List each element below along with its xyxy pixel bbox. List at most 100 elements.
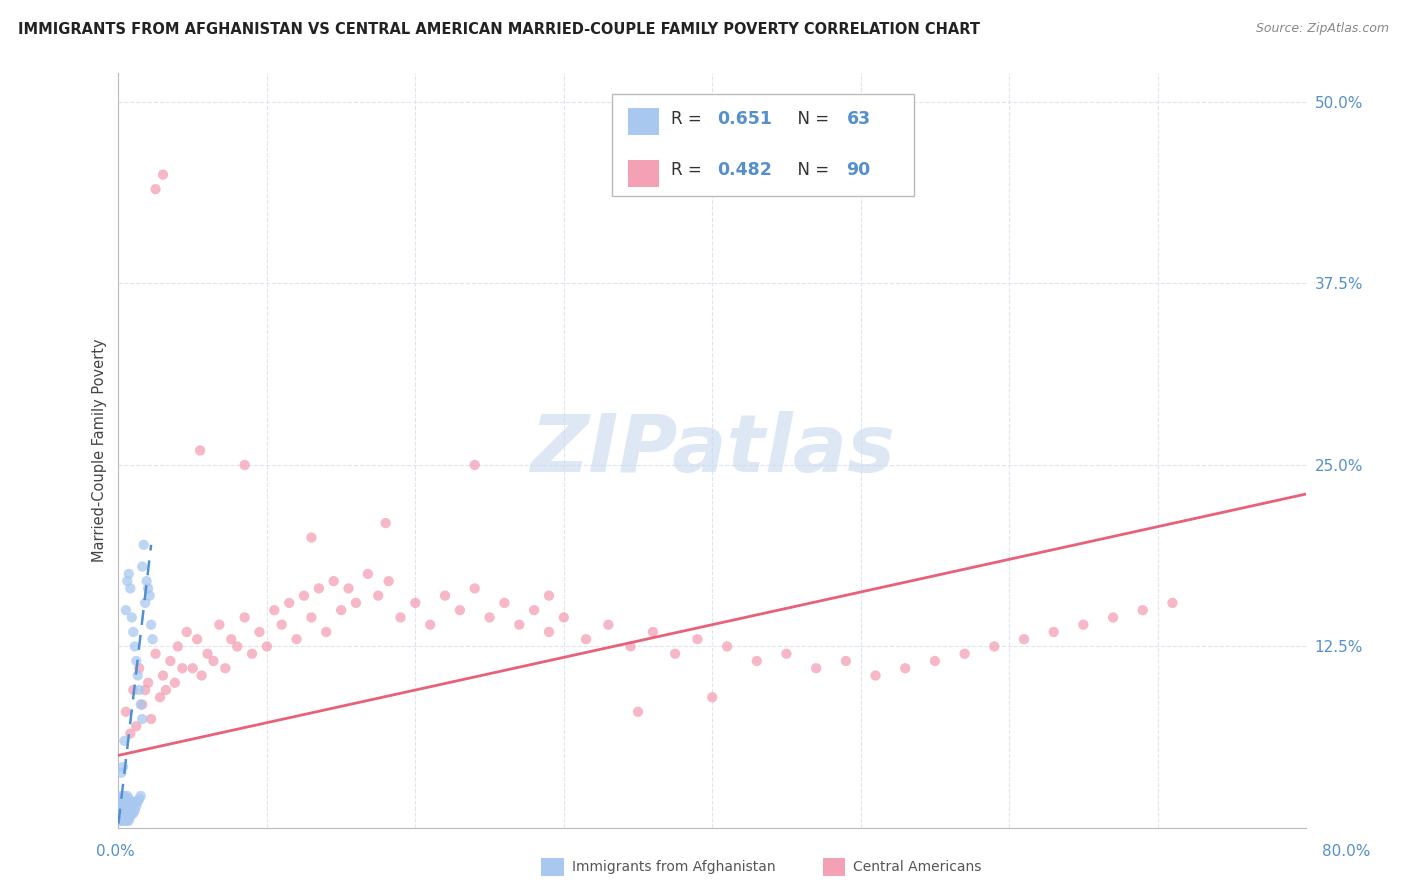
Point xyxy=(163,675,186,690)
Point xyxy=(128,661,150,675)
Point xyxy=(118,566,141,581)
Point xyxy=(131,712,153,726)
Point xyxy=(117,574,139,588)
Point xyxy=(108,806,131,821)
Point xyxy=(121,806,143,821)
Text: 0.651: 0.651 xyxy=(717,111,772,128)
Point xyxy=(139,617,162,632)
Point xyxy=(134,683,156,698)
Point xyxy=(108,792,131,806)
Point xyxy=(1102,610,1125,624)
Point xyxy=(775,647,797,661)
Point xyxy=(108,814,131,828)
Point xyxy=(125,654,148,668)
Text: Immigrants from Afghanistan: Immigrants from Afghanistan xyxy=(572,860,776,874)
Point xyxy=(523,603,546,617)
Point xyxy=(374,516,396,530)
Point xyxy=(149,690,172,705)
Point xyxy=(152,168,174,182)
Point xyxy=(115,814,138,828)
Point xyxy=(322,574,344,588)
Text: 0.0%: 0.0% xyxy=(96,845,135,859)
Point xyxy=(115,802,138,816)
Text: R =: R = xyxy=(671,111,707,128)
Point xyxy=(208,617,231,632)
Point xyxy=(136,582,159,596)
Point xyxy=(983,640,1005,654)
Point xyxy=(367,589,389,603)
Point xyxy=(804,661,827,675)
Point xyxy=(117,789,139,803)
Point xyxy=(120,809,142,823)
Text: 80.0%: 80.0% xyxy=(1323,845,1371,859)
Point xyxy=(131,698,153,712)
Point xyxy=(702,690,724,705)
Point xyxy=(136,675,159,690)
Point xyxy=(129,698,152,712)
Point xyxy=(214,661,236,675)
Point xyxy=(1012,632,1035,647)
Point xyxy=(464,458,486,472)
Text: N =: N = xyxy=(787,161,835,179)
Point xyxy=(464,582,486,596)
Point xyxy=(155,683,177,698)
Point xyxy=(111,814,134,828)
Point xyxy=(121,610,143,624)
Point xyxy=(166,640,188,654)
Point xyxy=(120,726,142,740)
Point xyxy=(111,760,134,774)
Point xyxy=(299,531,322,545)
Point xyxy=(127,795,149,809)
Point xyxy=(508,617,530,632)
Point xyxy=(308,582,330,596)
Point xyxy=(135,574,157,588)
Point xyxy=(128,683,150,698)
Point xyxy=(118,792,141,806)
Point xyxy=(233,458,256,472)
Point xyxy=(292,589,315,603)
Point xyxy=(111,809,134,823)
Point xyxy=(125,799,148,814)
Point xyxy=(537,624,560,639)
Point xyxy=(111,802,134,816)
Point xyxy=(188,443,211,458)
Text: N =: N = xyxy=(787,111,835,128)
Point xyxy=(110,814,132,828)
Point xyxy=(117,799,139,814)
Point xyxy=(627,705,650,719)
Point xyxy=(664,647,686,661)
Point xyxy=(112,802,135,816)
Point xyxy=(152,668,174,682)
Point xyxy=(115,809,138,823)
Point xyxy=(419,617,441,632)
Point xyxy=(745,654,768,668)
Point xyxy=(285,632,308,647)
Point xyxy=(344,596,367,610)
Point xyxy=(108,799,131,814)
Point xyxy=(121,795,143,809)
Point xyxy=(233,610,256,624)
Point xyxy=(172,661,194,675)
Text: Source: ZipAtlas.com: Source: ZipAtlas.com xyxy=(1256,22,1389,36)
Point xyxy=(575,632,598,647)
Point xyxy=(111,795,134,809)
Point xyxy=(924,654,946,668)
Point xyxy=(404,596,426,610)
Point xyxy=(132,538,155,552)
Point xyxy=(122,806,145,821)
Point xyxy=(186,632,208,647)
Point xyxy=(1042,624,1064,639)
Point xyxy=(124,640,146,654)
Point xyxy=(125,719,148,733)
Point xyxy=(118,814,141,828)
Text: 90: 90 xyxy=(846,161,870,179)
Y-axis label: Married-Couple Family Poverty: Married-Couple Family Poverty xyxy=(93,339,107,562)
Point xyxy=(145,647,167,661)
Text: IMMIGRANTS FROM AFGHANISTAN VS CENTRAL AMERICAN MARRIED-COUPLE FAMILY POVERTY CO: IMMIGRANTS FROM AFGHANISTAN VS CENTRAL A… xyxy=(18,22,980,37)
Text: ZIPatlas: ZIPatlas xyxy=(530,411,894,490)
Point xyxy=(357,566,380,581)
Point xyxy=(190,668,212,682)
Point xyxy=(953,647,976,661)
Point xyxy=(118,804,141,818)
Point xyxy=(299,610,322,624)
